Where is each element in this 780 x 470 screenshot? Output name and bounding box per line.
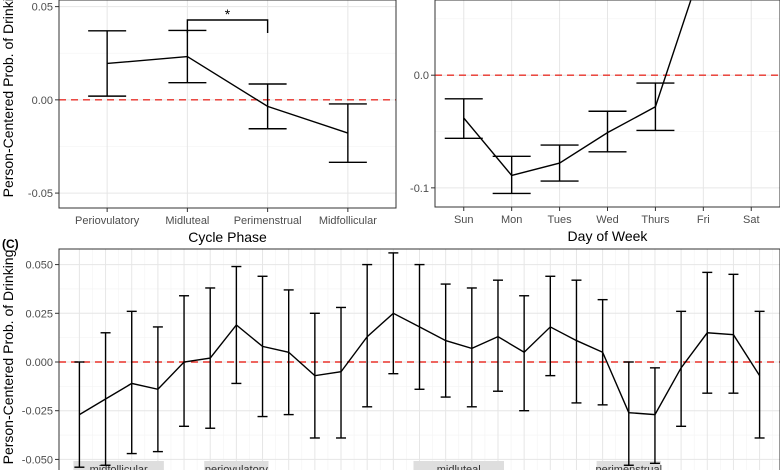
x-tick-label: Fri [697,214,710,226]
error-bar [649,367,660,465]
x-tick-label: Tues [548,214,573,226]
error-bar [588,110,627,153]
panel-c-tag: (C) [2,237,19,251]
panel-c: midfollicular periovulatory midluteal perim… [0,248,780,470]
y-tick-label: 0.025 [25,308,53,320]
x-axis-title: Day of Week [568,228,649,244]
y-tick-label: -0.025 [22,406,53,418]
y-axis-title: Person-Centered Prob. of Drinking [0,250,16,465]
error-bar [571,279,582,404]
y-tick-label: -0.050 [22,454,53,466]
mean-line [107,55,349,134]
phase-label: midluteal [437,464,481,470]
phase-label-box [73,461,164,470]
significance-bracket [186,19,269,33]
x-tick-label: Wed [596,214,618,226]
y-axis-title: Person-Centered Prob. of Drinking [0,0,16,197]
panel-b: -0.1 0.0 Sun Mon Tues Wed Thurs Fri Sat Day of We… [410,0,780,244]
x-tick-label: Midfollicular [319,215,377,227]
x-tick-label: Thurs [641,214,670,226]
error-bar [328,103,367,164]
mean-line [463,0,692,177]
x-axis-title: Cycle Phase [188,229,267,245]
error-bar [126,310,137,455]
y-tick-label: 0.050 [25,260,53,272]
y-tick-label: 0.0 [414,70,429,82]
x-tick-label: Periovulatory [75,215,140,227]
y-tick-label: 0.00 [32,95,53,107]
mean-line [79,312,761,416]
error-bar [336,306,347,439]
error-bar [728,273,739,394]
panel-a: * -0.05 0.00 0.05 Periovulatory Midluteal Peri… [0,0,397,245]
error-bar [88,30,127,97]
phase-label: perimenstrual [595,464,662,470]
phase-label: periovulatory [205,464,268,470]
panel-c-plot: midfollicular periovulatory midluteal perim… [59,249,780,470]
error-bar [362,263,373,408]
x-tick-label: Sat [743,214,760,226]
error-bar [545,275,556,377]
phase-label: midfollicular [90,464,148,470]
error-bar [466,287,477,408]
panel-b-plot [435,0,780,207]
phase-label-box [204,461,269,470]
panel-frame [58,0,397,209]
phase-label-box [413,461,504,470]
significance-star: * [225,6,231,22]
x-tick-label: Midluteal [165,215,209,227]
y-tick-label: 0.000 [25,357,53,369]
error-bar [623,361,634,466]
y-tick-label: -0.1 [410,183,429,195]
error-bar [519,295,530,412]
x-tick-label: Perimenstrual [234,215,302,227]
y-tick-label: 0.05 [32,2,53,14]
error-bar [492,279,503,392]
x-tick-label: Sun [454,214,474,226]
x-tick-label: Mon [501,214,522,226]
error-bar [179,295,190,427]
panel-a-plot: * [59,0,396,208]
y-tick-label: -0.05 [28,188,53,200]
